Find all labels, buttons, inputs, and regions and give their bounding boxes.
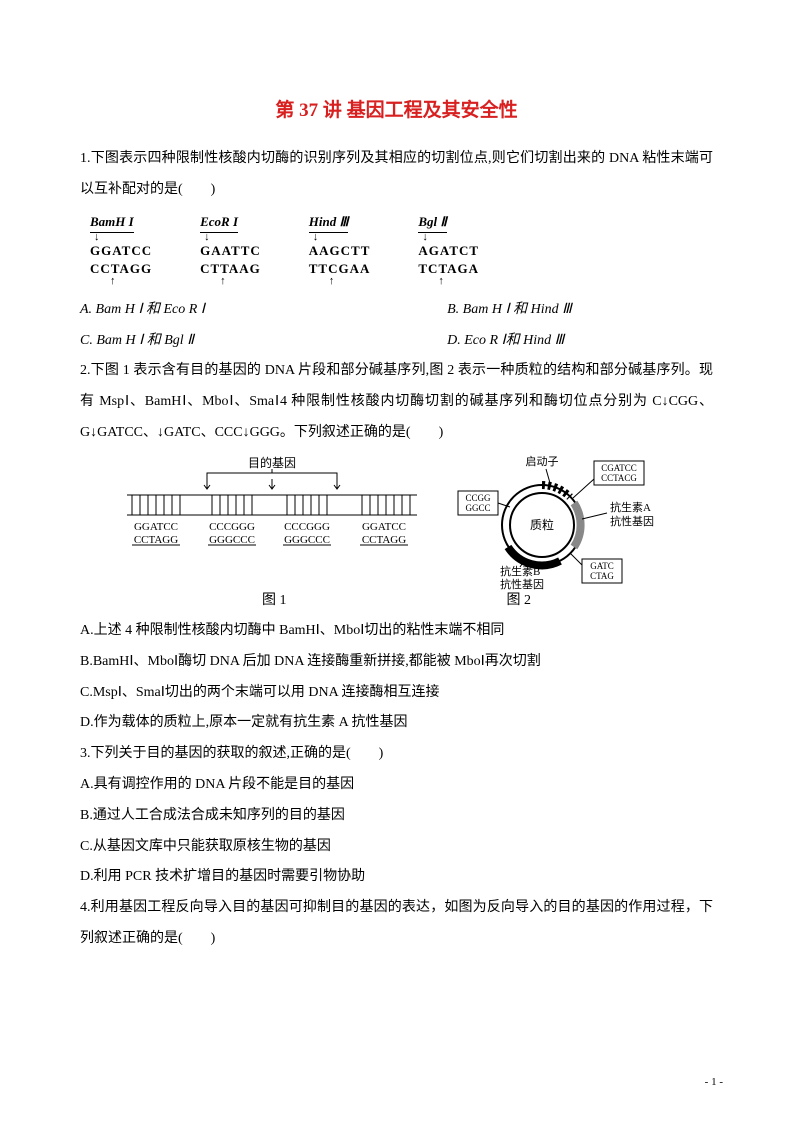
cut-arrow-down: ↓	[309, 233, 371, 242]
fig2-resB-label-l2: 抗性基因	[500, 577, 544, 590]
q3-optD: D.利用 PCR 技术扩增目的基因时需要引物协助	[80, 862, 713, 893]
q2-figures: 目的基因 GGATCC CCTAGG CCCGGG GGGCCC CCCGGG …	[80, 455, 713, 590]
fig2-site3-top: GATC	[590, 561, 614, 571]
enzyme-seq-bottom: TCTAGA	[418, 260, 479, 278]
q2-optB: B.BamHⅠ、MboⅠ酶切 DNA 后加 DNA 连接酶重新拼接,都能被 Mb…	[80, 647, 713, 678]
q2-optC: C.MspⅠ、SmaⅠ切出的两个末端可以用 DNA 连接酶相互连接	[80, 678, 713, 709]
fig2-plasmid-label: 质粒	[529, 517, 553, 532]
q3-optA: A.具有调控作用的 DNA 片段不能是目的基因	[80, 770, 713, 801]
fig1-caption: 图 1	[262, 590, 287, 612]
q1-options-row1: A. Bam H Ⅰ 和 Eco R Ⅰ B. Bam H Ⅰ 和 Hind Ⅲ	[80, 295, 713, 326]
q4-stem: 4.利用基因工程反向导入目的基因可抑制目的基因的表达，如图为反向导入的目的基因的…	[80, 893, 713, 955]
q2-stem: 2.下图 1 表示含有目的基因的 DNA 片段和部分碱基序列,图 2 表示一种质…	[80, 356, 713, 448]
q1-options-row2: C. Bam H Ⅰ 和 Bgl Ⅱ D. Eco R Ⅰ和 Hind Ⅲ	[80, 326, 713, 357]
cut-arrow-down: ↓	[200, 233, 261, 242]
page-number: - 1 -	[705, 1070, 723, 1094]
q1-optC: C. Bam H Ⅰ 和 Bgl Ⅱ	[80, 333, 194, 348]
enzyme-seq-top: GGATCC	[90, 242, 152, 260]
enzyme-hind3: Hind Ⅲ ↓ AAGCTT TTCGAA ↑	[309, 213, 371, 286]
enzyme-bamh1: BamH I ↓ GGATCC CCTAGG ↑	[90, 213, 152, 286]
q1-enzymes-figure: BamH I ↓ GGATCC CCTAGG ↑ EcoR I ↓ GAATTC…	[90, 213, 713, 286]
fig2-site3-bottom: CTAG	[590, 571, 614, 581]
q2-fig-captions: 图 1 图 2	[80, 590, 713, 612]
fig2-site1-top: CGATCC	[601, 463, 637, 473]
fig1-seg3-top: CCCGGG	[284, 521, 330, 533]
fig1-seg3-bottom: GGGCCC	[284, 534, 330, 546]
cut-arrow-up: ↑	[90, 277, 152, 286]
fig2-site2-top: CCGG	[465, 493, 491, 503]
q1-optA: A. Bam H Ⅰ 和 Eco R Ⅰ	[80, 302, 205, 317]
fig2-promoter-label: 启动子	[525, 455, 558, 468]
fig1-seg2-bottom: GGGCCC	[209, 534, 255, 546]
fig1-target-gene-label: 目的基因	[247, 455, 295, 470]
enzyme-name: Bgl Ⅱ	[418, 213, 446, 233]
cut-arrow-up: ↑	[418, 277, 479, 286]
fig2-site1-bottom: CCTACG	[601, 473, 637, 483]
cut-arrow-up: ↑	[309, 277, 371, 286]
cut-arrow-down: ↓	[90, 233, 152, 242]
q2-optA: A.上述 4 种限制性核酸内切酶中 BamHⅠ、MboⅠ切出的粘性末端不相同	[80, 616, 713, 647]
fig1-seg4-top: GGATCC	[361, 521, 405, 533]
q3-stem: 3.下列关于目的基因的获取的叙述,正确的是( )	[80, 739, 713, 770]
fig2-caption: 图 2	[507, 590, 532, 612]
fig1-seg1-bottom: CCTAGG	[133, 534, 177, 546]
q3-optC: C.从基因文库中只能获取原核生物的基因	[80, 832, 713, 863]
enzyme-seq-top: AAGCTT	[309, 242, 371, 260]
page-title: 第 37 讲 基因工程及其安全性	[80, 90, 713, 132]
enzyme-seq-bottom: TTCGAA	[309, 260, 371, 278]
enzyme-name: BamH I	[90, 213, 134, 233]
fig1-seg1-top: GGATCC	[133, 521, 177, 533]
enzyme-name: Hind Ⅲ	[309, 213, 349, 233]
fig2-resA-label-l1: 抗生素A	[610, 500, 651, 514]
fig1-seg4-bottom: CCTAGG	[361, 534, 405, 546]
q3-optB: B.通过人工合成法合成未知序列的目的基因	[80, 801, 713, 832]
cut-arrow-down: ↓	[418, 233, 479, 242]
q1-optD: D. Eco R Ⅰ和 Hind Ⅲ	[447, 333, 564, 348]
enzyme-seq-bottom: CTTAAG	[200, 260, 261, 278]
enzyme-seq-top: GAATTC	[200, 242, 261, 260]
enzyme-seq-top: AGATCT	[418, 242, 479, 260]
fig1-seg2-top: CCCGGG	[209, 521, 255, 533]
enzyme-name: EcoR I	[200, 213, 238, 233]
enzyme-bgl2: Bgl Ⅱ ↓ AGATCT TCTAGA ↑	[418, 213, 479, 286]
q1-stem: 1.下图表示四种限制性核酸内切酶的识别序列及其相应的切割位点,则它们切割出来的 …	[80, 144, 713, 206]
q2-optD: D.作为载体的质粒上,原本一定就有抗生素 A 抗性基因	[80, 708, 713, 739]
fig2-resA-label-l2: 抗性基因	[610, 514, 654, 528]
q2-fig1-diagram: 目的基因 GGATCC CCTAGG CCCGGG GGGCCC CCCGGG …	[122, 455, 422, 565]
q1-optB: B. Bam H Ⅰ 和 Hind Ⅲ	[447, 302, 572, 317]
fig2-site2-bottom: GGCC	[465, 503, 490, 513]
enzyme-seq-bottom: CCTAGG	[90, 260, 152, 278]
q2-fig2-diagram: 质粒 启动子 CGATCC CCTACG CCGG GGCC GATC CTAG…	[442, 455, 672, 590]
enzyme-ecor1: EcoR I ↓ GAATTC CTTAAG ↑	[200, 213, 261, 286]
cut-arrow-up: ↑	[200, 277, 261, 286]
